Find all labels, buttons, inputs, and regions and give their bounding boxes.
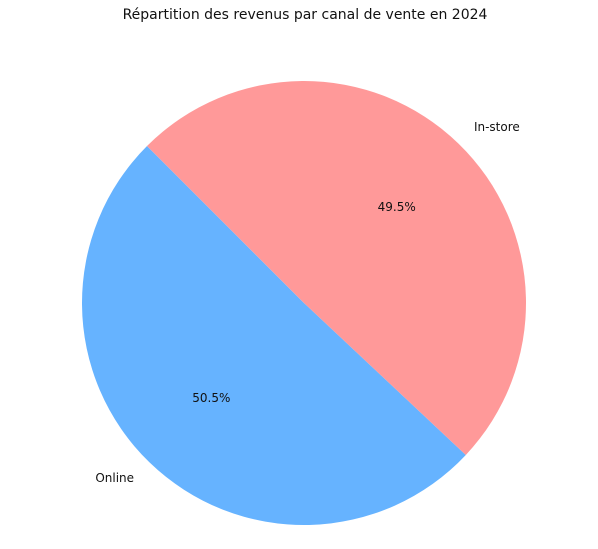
slice-percent-label: 49.5% (378, 200, 416, 214)
pie-slice-in-store (147, 81, 526, 455)
chart-title: Répartition des revenus par canal de ven… (123, 7, 488, 23)
slice-label: Online (95, 471, 134, 485)
slice-label: In-store (474, 120, 520, 134)
pie-labels: Online 50.5% In-store 49.5% (95, 120, 519, 485)
pie-slices (81, 81, 526, 526)
slice-percent-label: 50.5% (192, 391, 230, 405)
pie-slice-online (81, 146, 466, 526)
